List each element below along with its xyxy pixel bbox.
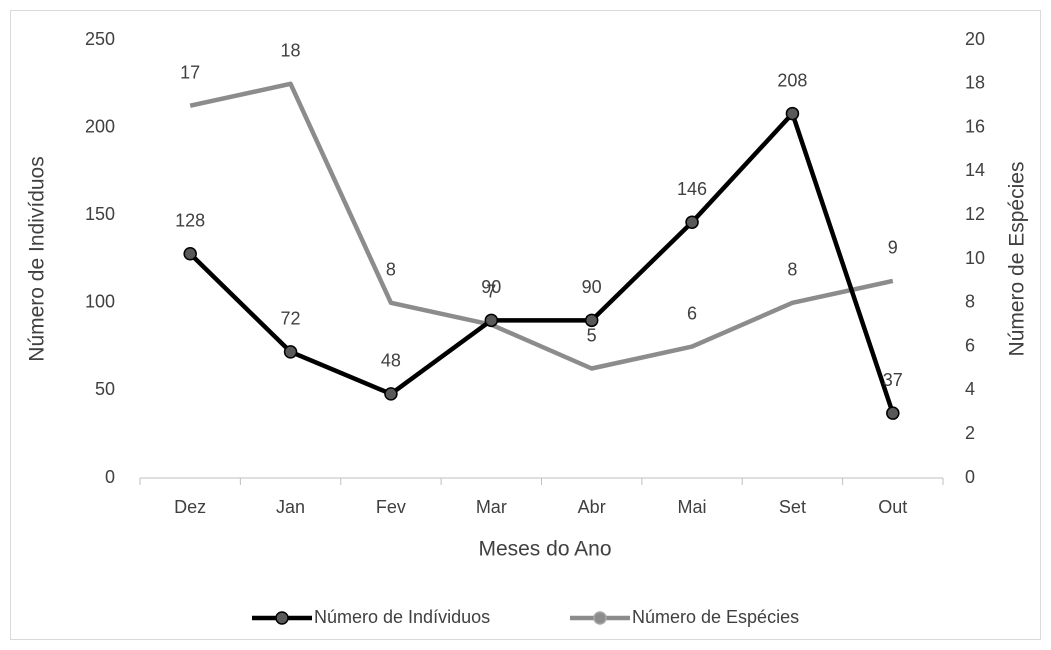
- y2-tick-label: 16: [965, 116, 985, 136]
- data-point: [183, 246, 197, 261]
- chart-frame: [10, 10, 1041, 640]
- data-point: [283, 345, 298, 359]
- series-line: [189, 81, 894, 371]
- y-tick-label: 250: [85, 29, 115, 49]
- y2-tick-label: 8: [965, 292, 975, 312]
- x-tick-label: Out: [878, 497, 907, 517]
- y2-tick-label: 0: [965, 467, 975, 487]
- data-point: [584, 313, 599, 328]
- x-axis-title: Meses do Ano: [478, 538, 611, 561]
- y2-tick-label: 20: [965, 29, 985, 49]
- y-tick-label: 200: [85, 116, 115, 136]
- y-tick-label: 100: [85, 292, 115, 312]
- x-tick-label: Mar: [476, 497, 507, 517]
- y-tick-label: 50: [95, 379, 115, 399]
- x-tick-label: Jan: [276, 497, 305, 517]
- data-label: 146: [677, 179, 707, 199]
- legend-label: Número de Indíviduos: [314, 607, 490, 627]
- y-axis-title: Número de Indivíduos: [26, 156, 49, 361]
- legend-marker: [593, 611, 607, 625]
- y2-tick-label: 4: [965, 379, 975, 399]
- x-tick-label: Mai: [678, 497, 707, 517]
- data-label: 128: [175, 210, 205, 230]
- y2-tick-label: 18: [965, 73, 985, 93]
- data-label: 17: [180, 62, 200, 82]
- data-label: 7: [486, 281, 496, 301]
- data-label: 208: [777, 70, 807, 90]
- data-label: 6: [687, 303, 697, 323]
- y2-tick-label: 12: [965, 204, 985, 224]
- y-tick-label: 150: [85, 204, 115, 224]
- data-label: 9: [888, 238, 898, 258]
- y-tick-label: 0: [105, 467, 115, 487]
- data-label: 8: [787, 260, 797, 280]
- data-label: 48: [381, 351, 401, 371]
- data-label: 5: [587, 325, 597, 345]
- legend-label: Número de Espécies: [632, 607, 799, 627]
- data-label: 18: [281, 41, 301, 61]
- y2-tick-label: 10: [965, 248, 985, 268]
- data-point: [785, 106, 800, 121]
- series-line: [188, 111, 895, 414]
- data-point: [685, 215, 699, 229]
- data-label: 8: [386, 260, 396, 280]
- data-point: [886, 406, 900, 420]
- data-point: [484, 313, 499, 328]
- legend-marker: [275, 611, 289, 625]
- x-tick-label: Fev: [376, 497, 406, 517]
- data-label: 90: [582, 277, 602, 297]
- x-tick-label: Dez: [174, 497, 206, 517]
- data-label: 90: [481, 277, 501, 297]
- data-label: 72: [281, 309, 301, 329]
- x-tick-label: Abr: [578, 497, 606, 517]
- y2-tick-label: 6: [965, 335, 975, 355]
- y2-tick-label: 14: [965, 160, 985, 180]
- y2-axis-title: Número de Espécies: [1006, 162, 1029, 357]
- y2-tick-label: 2: [965, 423, 975, 443]
- data-label: 37: [883, 370, 903, 390]
- x-tick-label: Set: [779, 497, 806, 517]
- data-point: [384, 387, 398, 401]
